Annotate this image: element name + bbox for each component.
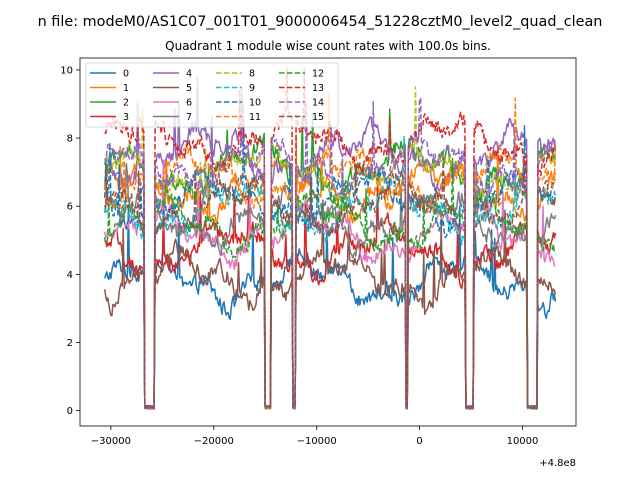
series-line-5 [103, 199, 557, 410]
x-tick-label: 10000 [507, 436, 539, 447]
y-tick-label: 0 [67, 406, 73, 417]
series-layer [103, 67, 557, 410]
x-tick-label: −30000 [91, 436, 131, 447]
plot-frame [79, 57, 577, 427]
x-offset-label: +4.8e8 [539, 458, 576, 469]
x-tick-label: −10000 [297, 436, 337, 447]
legend-label-8: 8 [249, 69, 255, 80]
legend-label-6: 6 [186, 98, 192, 109]
legend-label-9: 9 [249, 83, 255, 94]
legend-label-1: 1 [123, 83, 129, 94]
legend-label-5: 5 [186, 83, 192, 94]
x-tick-label: 0 [416, 436, 422, 447]
legend-label-4: 4 [186, 69, 192, 80]
series-line-10 [103, 116, 556, 410]
legend-label-0: 0 [123, 69, 129, 80]
legend-label-10: 10 [249, 98, 261, 109]
y-tick-label: 8 [67, 134, 73, 145]
legend-label-15: 15 [312, 112, 324, 123]
y-tick-label: 4 [67, 270, 73, 281]
y-tick-label: 6 [67, 202, 73, 213]
y-tick-label: 2 [67, 338, 73, 349]
legend-label-13: 13 [312, 83, 324, 94]
legend-label-11: 11 [249, 112, 261, 123]
legend-label-14: 14 [312, 98, 324, 109]
series-line-14 [103, 88, 557, 410]
series-line-7 [103, 162, 557, 410]
series-line-12 [103, 158, 557, 410]
legend-label-3: 3 [123, 112, 129, 123]
legend-box [85, 62, 339, 128]
figure-suptitle: n file: modeM0/AS1C07_001T01_9000006454_… [38, 14, 603, 30]
legend-label-2: 2 [123, 98, 129, 109]
series-line-8 [104, 86, 557, 410]
legend-label-7: 7 [186, 112, 192, 123]
series-line-15 [103, 156, 557, 410]
legend-label-12: 12 [312, 69, 324, 80]
chart-title: Quadrant 1 module wise count rates with … [165, 39, 491, 53]
x-tick-label: −20000 [194, 436, 234, 447]
y-tick-label: 10 [60, 65, 73, 76]
